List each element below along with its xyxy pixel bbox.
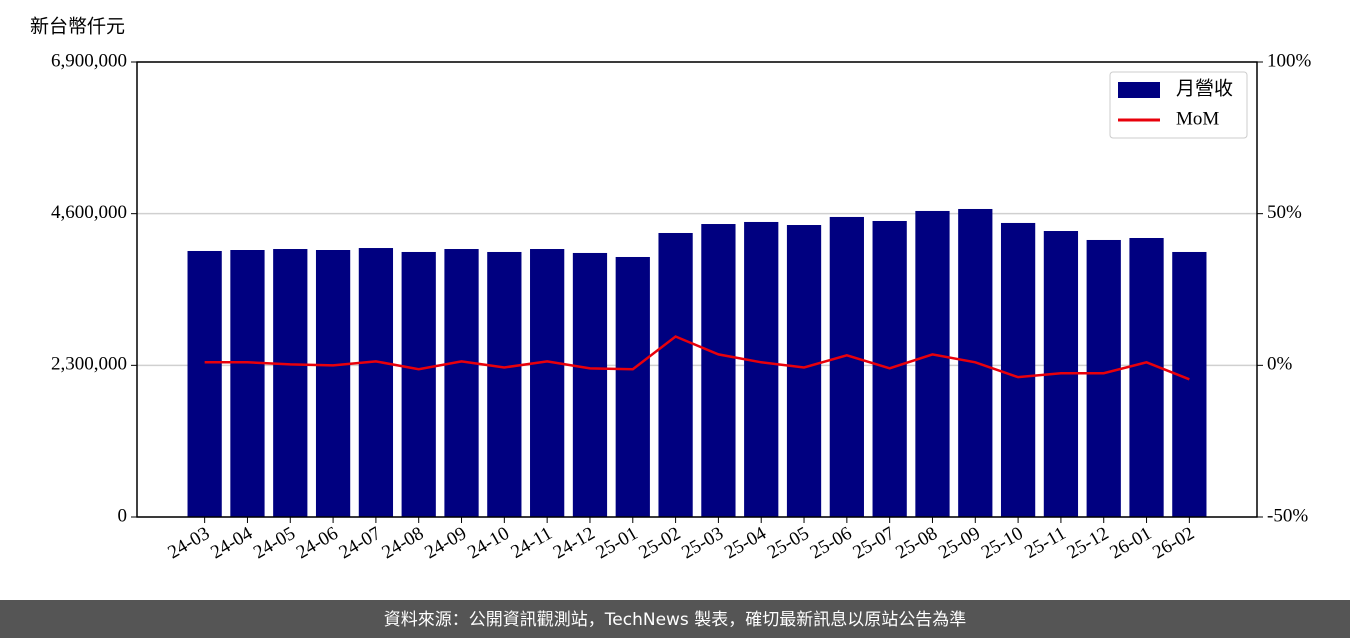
x-tick-label: 25-03 [678,523,727,563]
bar [915,210,950,517]
x-tick-label: 24-04 [207,523,256,564]
footer-bar [0,600,1350,638]
x-tick-label: 26-02 [1149,523,1198,563]
x-tick-label: 26-01 [1106,523,1155,563]
bar [358,248,394,517]
y-tick-label: 0 [118,505,128,526]
y-tick-label: 6,900,000 [51,50,127,71]
x-tick-label: 25-06 [807,523,856,563]
y-tick-label: 2,300,000 [51,354,127,375]
footer-text: 資料來源：公開資訊觀測站，TechNews 製表，確切最新訊息以原站公告為準 [384,610,966,630]
y2-tick-label: 0% [1267,354,1293,375]
plot-frame [136,61,1258,518]
bar [658,232,693,518]
bar [615,256,650,517]
x-tick-label: 25-07 [849,523,898,563]
x-tick-label: 25-11 [1021,523,1069,563]
legend-swatch [1118,82,1160,98]
x-tick-label: 25-01 [593,523,642,563]
x-tick-label: 25-12 [1064,523,1113,563]
bar [487,251,522,517]
bar [315,250,351,517]
x-tick-label: 25-02 [635,523,684,563]
bar [230,250,265,517]
bar [273,249,308,517]
x-tick-label: 25-05 [764,523,813,563]
y-axis-label: 新台幣仟元 [30,15,125,37]
x-tick-label: 24-09 [421,523,470,563]
x-tick-label: 24-07 [336,523,385,563]
bar [786,225,822,517]
x-tick-label: 25-09 [935,523,984,563]
y2-tick-label: 50% [1267,202,1302,223]
legend: 月營收 MoM [1109,71,1248,139]
y-tick-label: 4,600,000 [51,202,127,223]
x-tick-label: 25-08 [892,523,941,563]
line [204,335,1190,381]
bar [401,251,436,517]
x-tick-label: 24-08 [379,523,428,563]
y2-tick-label: -50% [1267,505,1308,526]
bar [701,224,736,517]
bar [744,221,779,518]
x-tick-label: 24-12 [550,523,599,563]
bar [1000,222,1036,518]
bar [572,252,608,517]
x-tick-label: 25-10 [978,523,1027,563]
bar [1129,237,1164,518]
x-tick-label: 24-05 [250,523,299,563]
x-tick-label: 24-11 [508,523,556,563]
x-tick-label: 25-04 [721,523,770,564]
legend-label: MoM [1176,108,1219,129]
x-tick-label: 24-03 [164,523,213,563]
y2-tick-label: 100% [1267,50,1312,71]
x-tick-label: 24-10 [464,523,513,563]
x-tick-label: 24-06 [293,523,342,563]
bar [829,216,864,517]
bar [187,250,222,517]
legend-label: 月營收 [1176,77,1233,99]
bar [1172,251,1207,517]
bar [530,249,565,517]
bar [444,249,479,517]
bar [1086,239,1121,517]
